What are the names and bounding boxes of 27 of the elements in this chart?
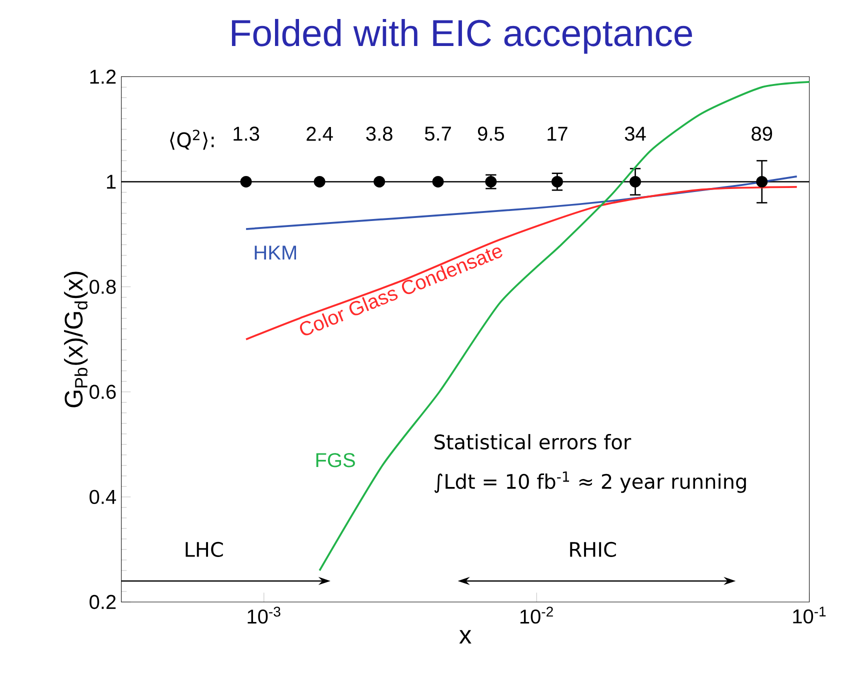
y-tick-label: 0.2 <box>90 594 116 610</box>
annotation: 5.7 <box>424 126 451 141</box>
annotation: RHIC <box>570 542 616 558</box>
y-tick-label: 0.8 <box>90 280 116 294</box>
annotation: 2.4 <box>306 126 333 141</box>
series-label: HKM <box>254 246 296 260</box>
y-tick-label: 1 <box>107 174 116 189</box>
chart-title: Folded with EIC acceptance <box>232 18 692 54</box>
x-tick-label: 10$^{-2}$ <box>520 606 553 624</box>
x-axis-title: x <box>459 630 472 644</box>
y-tick-label: 1.2 <box>90 70 116 84</box>
y-axis-title: G$_{Pb}$(x)/G$_{d}$(x) <box>64 272 88 408</box>
annotation: ⟨Q$^{2}$⟩: <box>170 130 214 150</box>
annotation: 89 <box>752 126 772 141</box>
y-tick-label: 0.4 <box>90 490 116 504</box>
annotation: 1.3 <box>234 126 260 141</box>
annotation: LHC <box>186 542 223 558</box>
x-tick-label: 10$^{-3}$ <box>248 606 280 624</box>
y-tick-label: 0.6 <box>90 384 116 399</box>
annotation: 34 <box>624 126 646 141</box>
annotation: 17 <box>548 126 568 141</box>
series-label: FGS <box>316 453 355 468</box>
annotation: 3.8 <box>366 126 392 141</box>
annotation: Statistical errors for <box>434 434 632 450</box>
annotation: 9.5 <box>478 126 504 141</box>
annotation: ∫Ldt = 10 fb$^{-1}$ ≈ 2 year running <box>434 472 746 493</box>
x-tick-label: 10$^{-1}$ <box>793 606 826 624</box>
